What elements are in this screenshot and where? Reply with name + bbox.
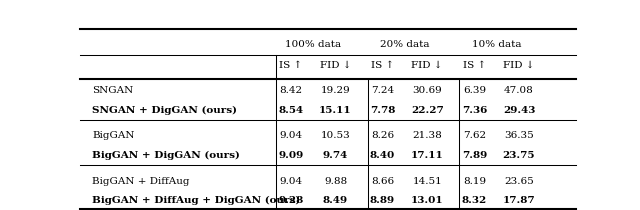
Text: 6.39: 6.39 xyxy=(463,86,486,95)
Text: 7.89: 7.89 xyxy=(461,151,487,160)
Text: 8.42: 8.42 xyxy=(279,86,302,95)
Text: 8.49: 8.49 xyxy=(323,196,348,205)
Text: 29.43: 29.43 xyxy=(503,106,535,115)
Text: 23.65: 23.65 xyxy=(504,177,534,186)
Text: 9.74: 9.74 xyxy=(323,151,348,160)
Text: BigGAN: BigGAN xyxy=(92,131,135,140)
Text: 9.88: 9.88 xyxy=(324,177,347,186)
Text: 17.87: 17.87 xyxy=(502,196,535,205)
Text: 21.38: 21.38 xyxy=(412,131,442,140)
Text: 9.28: 9.28 xyxy=(278,196,303,205)
Text: 19.29: 19.29 xyxy=(321,86,350,95)
Text: BigGAN + DiffAug: BigGAN + DiffAug xyxy=(92,177,190,186)
Text: 14.51: 14.51 xyxy=(412,177,442,186)
Text: BigGAN + DiffAug + DigGAN (ours): BigGAN + DiffAug + DigGAN (ours) xyxy=(92,196,301,205)
Text: 10.53: 10.53 xyxy=(321,131,350,140)
Text: SNGAN + DigGAN (ours): SNGAN + DigGAN (ours) xyxy=(92,106,237,115)
Text: 10% data: 10% data xyxy=(472,40,522,49)
Text: 20% data: 20% data xyxy=(380,40,429,49)
Text: IS ↑: IS ↑ xyxy=(463,61,486,70)
Text: 8.32: 8.32 xyxy=(461,196,487,205)
Text: 8.54: 8.54 xyxy=(278,106,303,115)
Text: 23.75: 23.75 xyxy=(502,151,535,160)
Text: 7.24: 7.24 xyxy=(371,86,394,95)
Text: 100% data: 100% data xyxy=(285,40,341,49)
Text: 47.08: 47.08 xyxy=(504,86,534,95)
Text: 15.11: 15.11 xyxy=(319,106,352,115)
Text: BigGAN + DigGAN (ours): BigGAN + DigGAN (ours) xyxy=(92,151,240,160)
Text: 22.27: 22.27 xyxy=(411,106,444,115)
Text: 9.04: 9.04 xyxy=(279,177,302,186)
Text: FID ↓: FID ↓ xyxy=(503,61,534,70)
Text: 7.78: 7.78 xyxy=(370,106,396,115)
Text: 30.69: 30.69 xyxy=(412,86,442,95)
Text: 13.01: 13.01 xyxy=(411,196,444,205)
Text: 7.36: 7.36 xyxy=(461,106,487,115)
Text: 8.66: 8.66 xyxy=(371,177,394,186)
Text: IS ↑: IS ↑ xyxy=(371,61,394,70)
Text: 8.40: 8.40 xyxy=(370,151,395,160)
Text: FID ↓: FID ↓ xyxy=(320,61,351,70)
Text: 36.35: 36.35 xyxy=(504,131,534,140)
Text: 8.89: 8.89 xyxy=(370,196,395,205)
Text: 9.04: 9.04 xyxy=(279,131,302,140)
Text: 9.09: 9.09 xyxy=(278,151,303,160)
Text: 8.26: 8.26 xyxy=(371,131,394,140)
Text: 17.11: 17.11 xyxy=(411,151,444,160)
Text: SNGAN: SNGAN xyxy=(92,86,134,95)
Text: FID ↓: FID ↓ xyxy=(412,61,443,70)
Text: 8.19: 8.19 xyxy=(463,177,486,186)
Text: 7.62: 7.62 xyxy=(463,131,486,140)
Text: IS ↑: IS ↑ xyxy=(279,61,303,70)
